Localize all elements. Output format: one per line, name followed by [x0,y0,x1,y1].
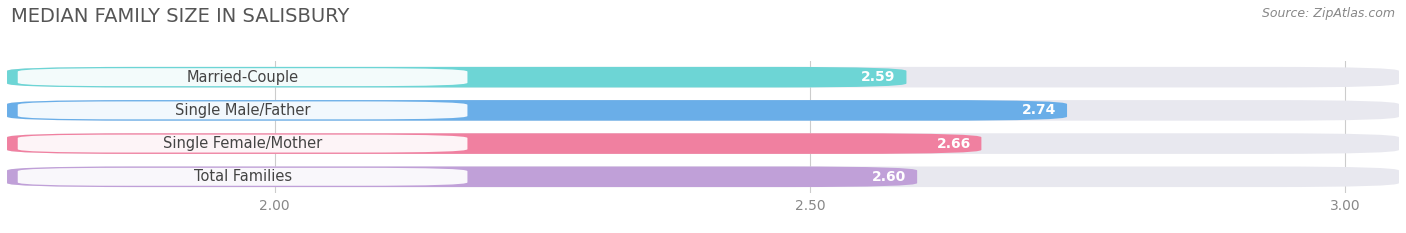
Text: MEDIAN FAMILY SIZE IN SALISBURY: MEDIAN FAMILY SIZE IN SALISBURY [11,7,350,26]
FancyBboxPatch shape [18,135,467,153]
FancyBboxPatch shape [7,100,1067,121]
FancyBboxPatch shape [7,100,1399,121]
FancyBboxPatch shape [7,67,1399,87]
Text: 2.60: 2.60 [872,170,907,184]
FancyBboxPatch shape [7,167,1399,187]
FancyBboxPatch shape [7,167,917,187]
Text: Married-Couple: Married-Couple [187,70,298,85]
Text: Total Families: Total Families [194,169,291,184]
Text: 2.74: 2.74 [1022,103,1056,117]
Text: 2.66: 2.66 [936,137,970,151]
FancyBboxPatch shape [7,67,907,87]
FancyBboxPatch shape [18,101,467,119]
FancyBboxPatch shape [18,168,467,186]
FancyBboxPatch shape [18,68,467,86]
FancyBboxPatch shape [7,133,981,154]
Text: 2.59: 2.59 [862,70,896,84]
Text: Single Female/Mother: Single Female/Mother [163,136,322,151]
Text: Single Male/Father: Single Male/Father [174,103,311,118]
Text: Source: ZipAtlas.com: Source: ZipAtlas.com [1261,7,1395,20]
FancyBboxPatch shape [7,133,1399,154]
